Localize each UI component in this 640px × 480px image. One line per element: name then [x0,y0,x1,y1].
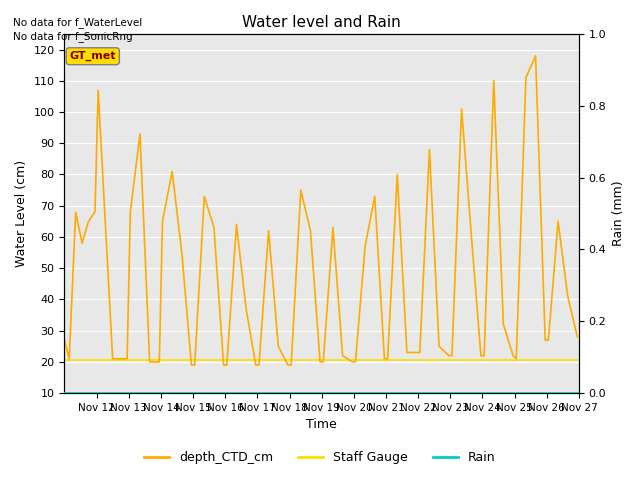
Y-axis label: Water Level (cm): Water Level (cm) [15,160,28,267]
Text: GT_met: GT_met [70,51,116,61]
X-axis label: Time: Time [307,419,337,432]
Title: Water level and Rain: Water level and Rain [243,15,401,30]
Text: No data for f_SonicRng: No data for f_SonicRng [13,31,132,42]
Text: No data for f_WaterLevel: No data for f_WaterLevel [13,17,142,28]
Legend: depth_CTD_cm, Staff Gauge, Rain: depth_CTD_cm, Staff Gauge, Rain [140,446,500,469]
Y-axis label: Rain (mm): Rain (mm) [612,181,625,246]
